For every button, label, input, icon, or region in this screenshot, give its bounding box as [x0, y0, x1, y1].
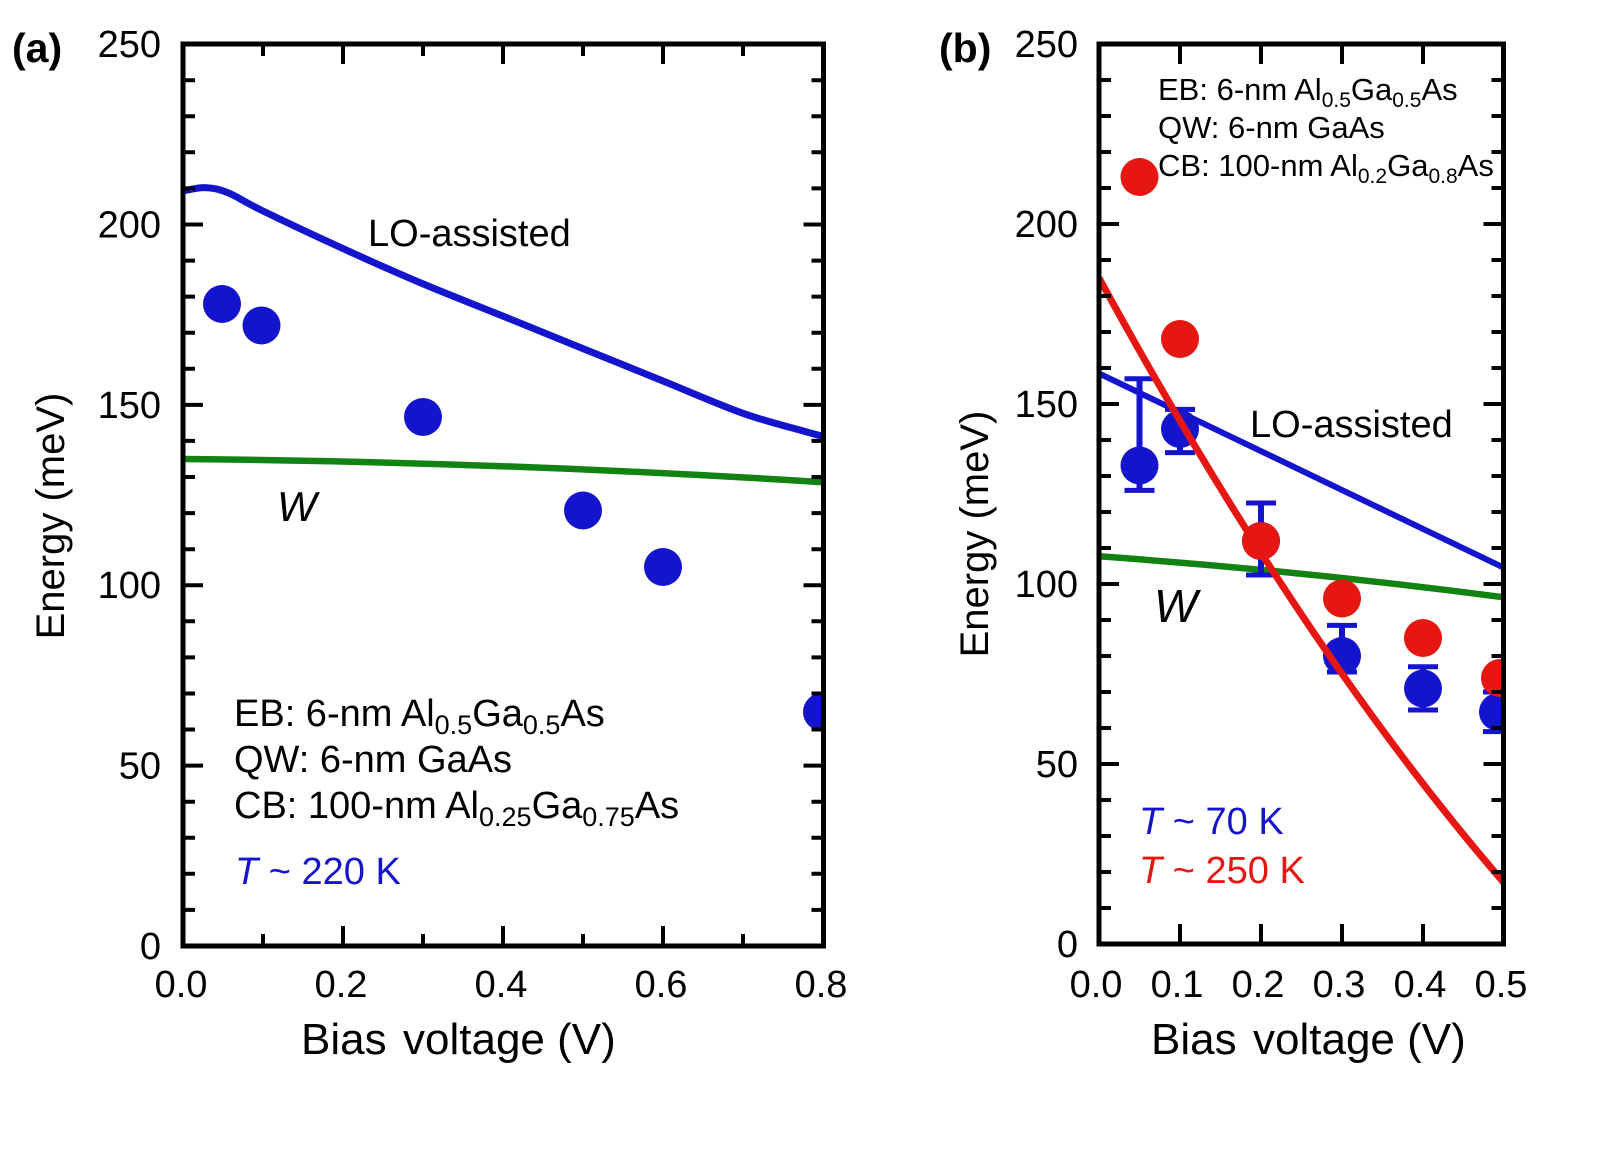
svg-text:50: 50	[119, 746, 161, 788]
svg-text:QW: 6-nm GaAs: QW: 6-nm GaAs	[1158, 110, 1385, 145]
svg-text:W: W	[277, 483, 320, 530]
svg-text:0.2: 0.2	[315, 964, 368, 1006]
svg-text:0.3: 0.3	[1313, 964, 1366, 1006]
svg-text:250: 250	[98, 24, 161, 66]
svg-text:0.6: 0.6	[635, 964, 688, 1006]
svg-text:50: 50	[1036, 744, 1078, 786]
svg-text:250: 250	[1015, 24, 1078, 66]
svg-text:0.4: 0.4	[1394, 964, 1447, 1006]
svg-text:0.4: 0.4	[475, 964, 528, 1006]
svg-text:200: 200	[98, 205, 161, 247]
svg-text:T ~ 250 K: T ~ 250 K	[1139, 850, 1305, 892]
svg-text:CB: 100-nm Al0.25Ga0.75As: CB: 100-nm Al0.25Ga0.75As	[234, 785, 679, 832]
svg-text:150: 150	[98, 385, 161, 427]
svg-text:W: W	[1154, 580, 1202, 632]
svg-text:T ~ 70 K: T ~ 70 K	[1139, 801, 1284, 843]
svg-text:0: 0	[140, 926, 161, 968]
svg-text:LO-assisted: LO-assisted	[1250, 404, 1453, 446]
svg-text:Energy (meV): Energy (meV)	[953, 411, 997, 658]
svg-text:(b): (b)	[939, 25, 991, 71]
svg-text:QW: 6-nm GaAs: QW: 6-nm GaAs	[234, 739, 512, 781]
svg-text:T ~ 220 K: T ~ 220 K	[235, 851, 401, 893]
svg-text:0.2: 0.2	[1232, 964, 1285, 1006]
svg-text:(a): (a)	[12, 25, 62, 71]
svg-text:100: 100	[1015, 564, 1078, 606]
svg-text:150: 150	[1015, 384, 1078, 426]
svg-text:0.0: 0.0	[155, 964, 208, 1006]
svg-text:0: 0	[1057, 924, 1078, 966]
svg-text:LO-assisted: LO-assisted	[368, 213, 571, 255]
svg-text:0.5: 0.5	[1475, 964, 1528, 1006]
svg-text:CB: 100-nm Al0.2Ga0.8As: CB: 100-nm Al0.2Ga0.8As	[1158, 148, 1494, 188]
svg-text:EB: 6-nm Al0.5Ga0.5As: EB: 6-nm Al0.5Ga0.5As	[1158, 72, 1458, 112]
svg-text:0.8: 0.8	[795, 964, 848, 1006]
svg-text:EB: 6-nm Al0.5Ga0.5As: EB: 6-nm Al0.5Ga0.5As	[234, 693, 605, 740]
svg-text:Energy (meV): Energy (meV)	[29, 393, 73, 640]
svg-text:200: 200	[1015, 204, 1078, 246]
svg-text:0.0: 0.0	[1070, 964, 1123, 1006]
svg-text:0.1: 0.1	[1151, 964, 1204, 1006]
svg-text:100: 100	[98, 565, 161, 607]
